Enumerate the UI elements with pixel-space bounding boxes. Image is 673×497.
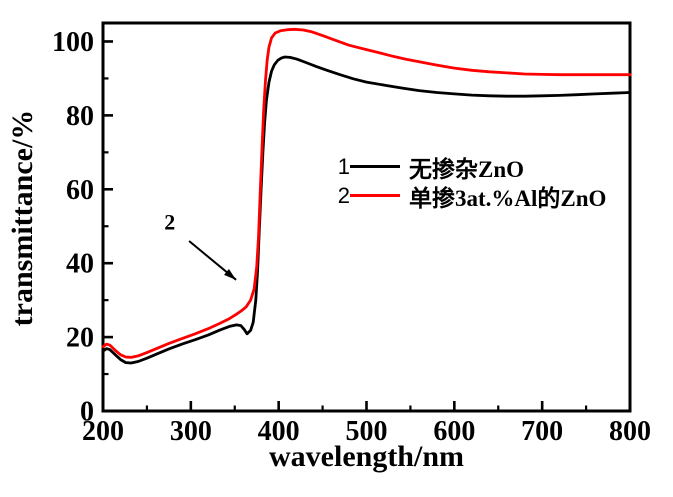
legend-line-sample	[350, 194, 400, 197]
y-tick-label: 100	[52, 27, 94, 58]
series-curve-2	[101, 27, 632, 359]
x-tick-label: 800	[609, 416, 651, 447]
x-tick-label: 300	[170, 416, 212, 447]
series-curve-1	[101, 55, 632, 365]
legend-series-label: 无掺杂ZnO	[409, 156, 525, 182]
legend-series-number: 2	[337, 182, 350, 208]
y-tick-label: 0	[80, 397, 94, 428]
x-tick-label: 500	[346, 416, 388, 447]
legend-entry-undoped-zno: 1 无掺杂ZnO	[334, 152, 606, 182]
y-tick-label: 80	[66, 101, 94, 132]
x-tick-label: 200	[82, 416, 124, 447]
annotation-label: 2	[164, 210, 175, 235]
legend-series-label: 单掺3at.%Al的ZnO	[409, 185, 607, 211]
legend-line-sample	[350, 165, 400, 168]
y-tick-label: 20	[66, 323, 94, 354]
x-tick-label: 700	[521, 416, 563, 447]
legend: 1 无掺杂ZnO 2 单掺3at.%Al的ZnO	[334, 152, 607, 211]
legend-series-number: 1	[337, 153, 350, 179]
x-tick-label: 600	[433, 416, 475, 447]
y-tick-label: 40	[66, 249, 94, 280]
x-axis-label: wavelength/nm	[269, 440, 464, 473]
x-tick-label: 400	[258, 416, 300, 447]
y-tick-label: 60	[66, 175, 94, 206]
annotation-arrow-head	[224, 268, 237, 280]
y-axis-label: transmittance/%	[6, 109, 39, 327]
legend-entry-al-doped-zno: 2 单掺3at.%Al的ZnO	[334, 181, 607, 211]
